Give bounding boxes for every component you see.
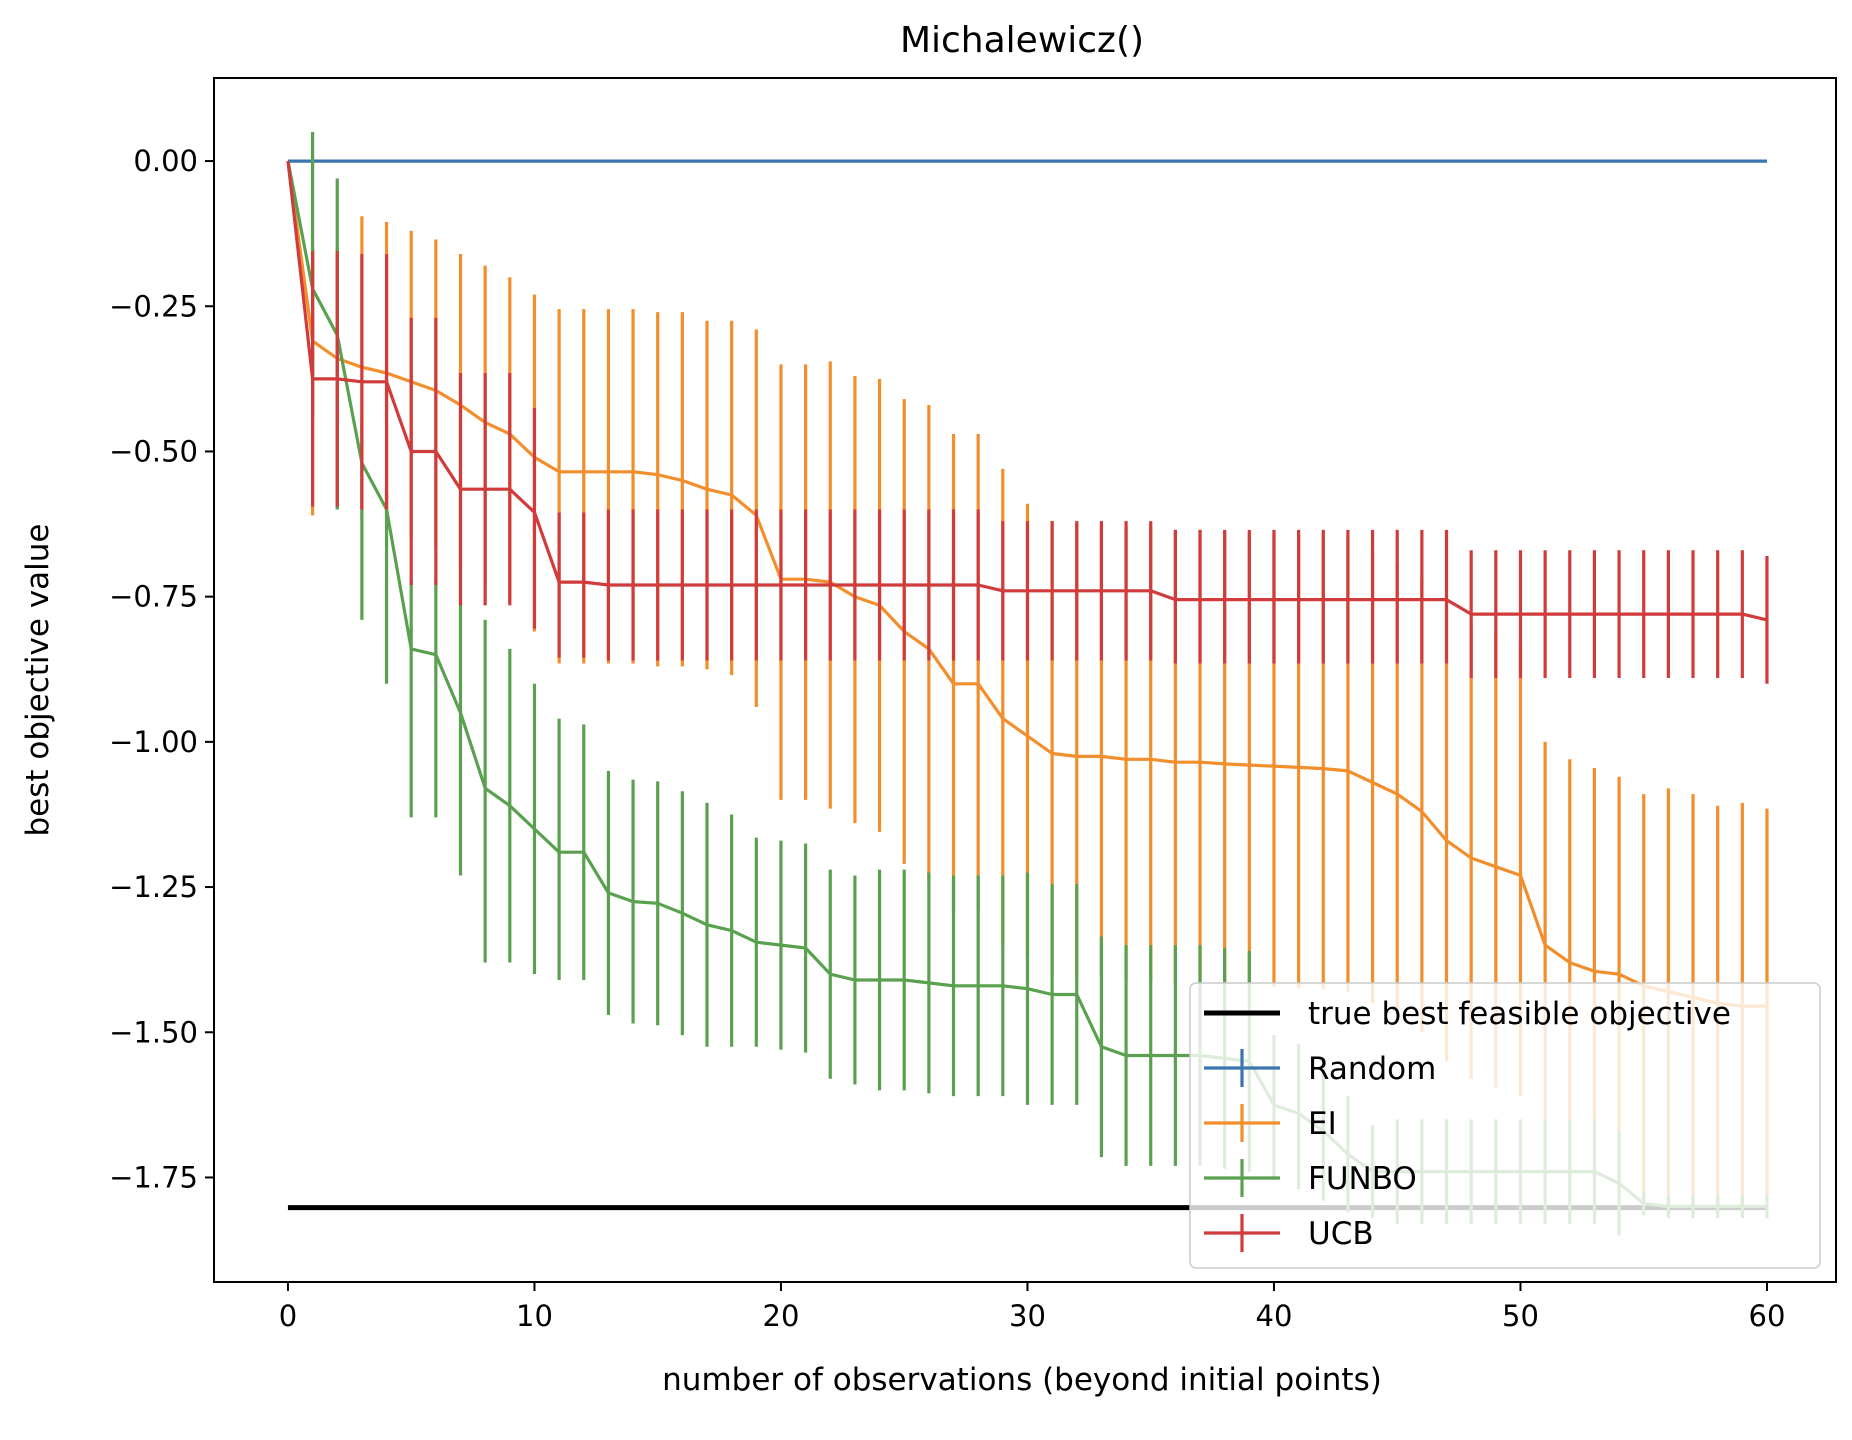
series-ucb [286, 160, 1769, 684]
y-axis: 0.00 −0.25 −0.50 −0.75 −1.00 −1.25 −1.50 −1.75 [109, 144, 214, 1194]
plot-frame [213, 77, 1837, 1283]
y-tick-label: −1.25 [109, 870, 198, 904]
y-tick-label: −0.25 [109, 289, 198, 323]
y-tick-label: −1.00 [109, 725, 198, 759]
x-tick-label: 40 [1256, 1299, 1293, 1333]
chart-title: Michalewicz() [900, 20, 1144, 61]
y-tick-label: −1.75 [109, 1160, 198, 1194]
series-line-ucb [286, 160, 1768, 622]
legend-label: UCB [1308, 1216, 1374, 1252]
x-tick-label: 30 [1009, 1299, 1046, 1333]
x-tick-label: 50 [1502, 1299, 1539, 1333]
y-tick-label: 0.00 [133, 144, 198, 178]
x-tick-label: 10 [516, 1299, 553, 1333]
x-tick-label: 60 [1749, 1299, 1786, 1333]
y-tick-label: −0.75 [109, 580, 198, 614]
x-axis-label: number of observations (beyond initial p… [662, 1362, 1382, 1398]
x-tick-label: 0 [279, 1299, 297, 1333]
legend-label: Random [1308, 1051, 1436, 1087]
x-axis: 0 10 20 30 40 50 60 [279, 1282, 1786, 1333]
legend: true best feasible objective Random EI FUNB… [1189, 982, 1821, 1269]
y-tick-label: −0.50 [109, 434, 198, 468]
legend-box [1189, 982, 1821, 1269]
legend-label: true best feasible objective [1308, 996, 1731, 1032]
x-tick-label: 20 [763, 1299, 800, 1333]
legend-label: EI [1308, 1106, 1337, 1142]
y-tick-label: −1.50 [109, 1015, 198, 1049]
y-axis-label: best objective value [20, 524, 56, 837]
legend-label: FUNBO [1308, 1161, 1417, 1197]
